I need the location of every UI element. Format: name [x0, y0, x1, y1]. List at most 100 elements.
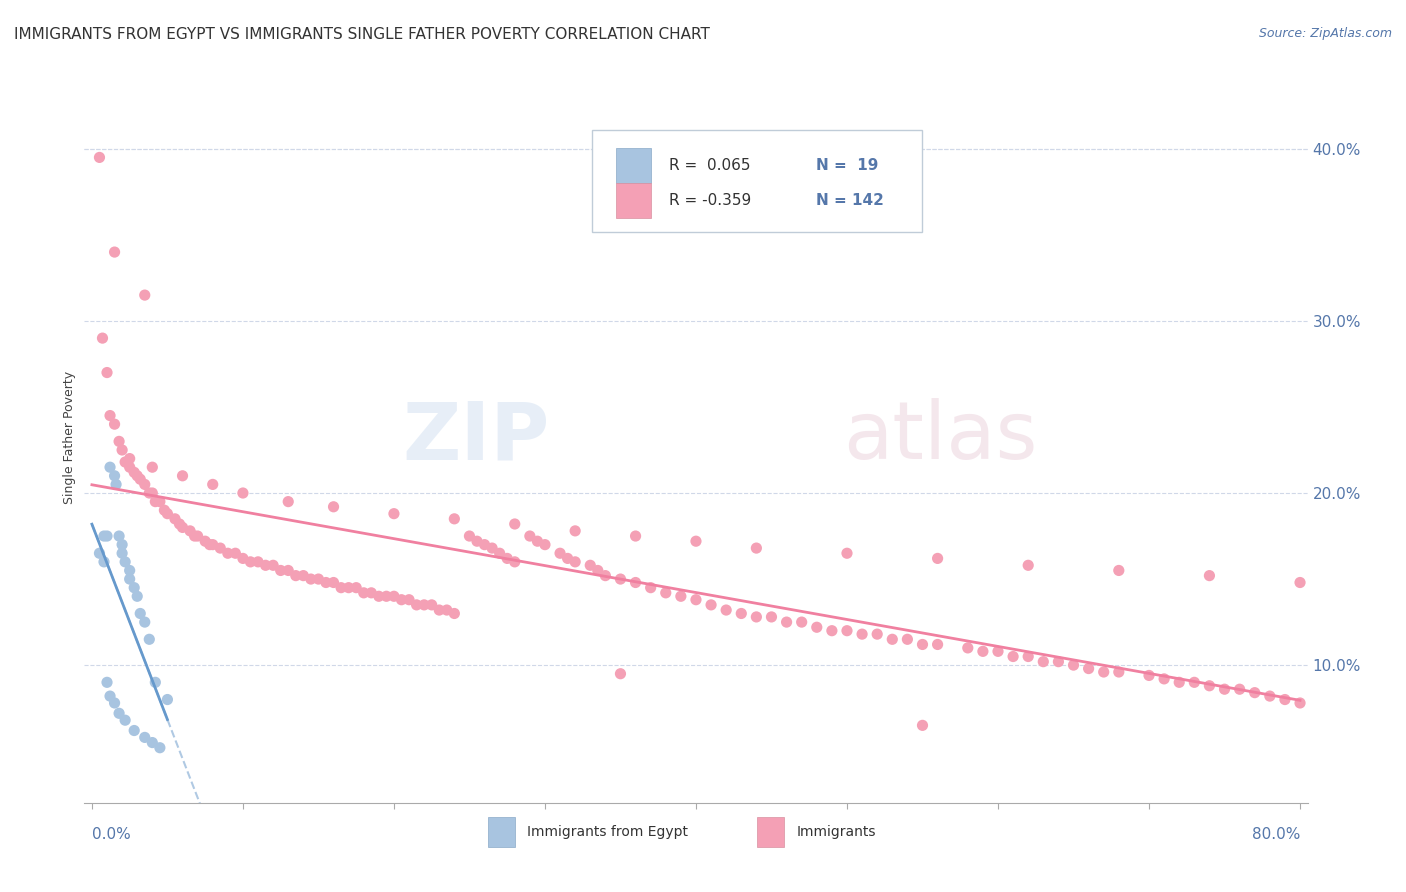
Text: N = 142: N = 142: [815, 193, 884, 208]
Point: [987, 644, 1010, 658]
Point: [96, 529, 118, 543]
Point: [503, 516, 526, 531]
Point: [481, 541, 503, 555]
Point: [153, 503, 176, 517]
Point: [427, 603, 450, 617]
Point: [564, 555, 586, 569]
Point: [1047, 655, 1070, 669]
Point: [465, 534, 488, 549]
Point: [420, 598, 443, 612]
Text: Source: ZipAtlas.com: Source: ZipAtlas.com: [1258, 27, 1392, 40]
Point: [1108, 564, 1130, 578]
Point: [745, 610, 768, 624]
Point: [89, 546, 111, 560]
Point: [595, 568, 617, 582]
Point: [337, 581, 360, 595]
Point: [96, 366, 118, 380]
Point: [98, 409, 121, 423]
Point: [217, 546, 239, 560]
Bar: [616, 183, 651, 218]
Point: [382, 589, 405, 603]
Point: [1092, 665, 1115, 679]
Point: [93, 555, 115, 569]
Point: [307, 572, 329, 586]
Point: [1077, 662, 1099, 676]
Point: [519, 529, 541, 543]
Text: ZIP: ZIP: [402, 398, 550, 476]
Point: [201, 477, 224, 491]
Text: N =  19: N = 19: [815, 158, 879, 173]
Point: [1137, 668, 1160, 682]
Point: [118, 564, 141, 578]
Point: [299, 572, 322, 586]
Y-axis label: Single Father Poverty: Single Father Poverty: [63, 370, 76, 504]
Point: [138, 486, 160, 500]
Point: [114, 455, 136, 469]
Point: [129, 472, 152, 486]
Point: [806, 620, 828, 634]
Point: [108, 529, 131, 543]
Point: [1198, 568, 1220, 582]
Point: [322, 575, 344, 590]
Point: [609, 666, 631, 681]
Point: [700, 598, 723, 612]
Point: [127, 468, 149, 483]
Point: [262, 558, 284, 573]
Point: [292, 568, 315, 582]
Point: [972, 644, 994, 658]
Point: [526, 534, 548, 549]
FancyBboxPatch shape: [592, 130, 922, 232]
Point: [640, 581, 662, 595]
Point: [382, 507, 405, 521]
Point: [254, 558, 277, 573]
Point: [134, 477, 156, 491]
Point: [927, 551, 949, 566]
Point: [1017, 649, 1039, 664]
Point: [586, 564, 609, 578]
Point: [405, 598, 427, 612]
Point: [474, 538, 496, 552]
Point: [91, 331, 114, 345]
Point: [564, 524, 586, 538]
Point: [114, 713, 136, 727]
Point: [201, 538, 224, 552]
Point: [375, 589, 398, 603]
Point: [247, 555, 270, 569]
Point: [882, 632, 904, 647]
Point: [138, 632, 160, 647]
Point: [413, 598, 436, 612]
Point: [609, 572, 631, 586]
Point: [835, 624, 858, 638]
Point: [270, 564, 292, 578]
Point: [277, 494, 299, 508]
Point: [96, 675, 118, 690]
Point: [443, 512, 465, 526]
Point: [187, 529, 209, 543]
Text: IMMIGRANTS FROM EGYPT VS IMMIGRANTS SINGLE FATHER POVERTY CORRELATION CHART: IMMIGRANTS FROM EGYPT VS IMMIGRANTS SING…: [14, 27, 710, 42]
Point: [1258, 689, 1281, 703]
Point: [118, 451, 141, 466]
Point: [232, 486, 254, 500]
Point: [1198, 679, 1220, 693]
Point: [143, 494, 166, 508]
Point: [896, 632, 918, 647]
Text: Immigrants from Egypt: Immigrants from Egypt: [527, 825, 688, 839]
Point: [122, 723, 145, 738]
Text: 0.0%: 0.0%: [91, 827, 131, 842]
Point: [103, 245, 125, 260]
Point: [624, 575, 647, 590]
Point: [685, 534, 707, 549]
Point: [866, 627, 889, 641]
Point: [548, 546, 571, 560]
Point: [956, 640, 979, 655]
Point: [122, 466, 145, 480]
Point: [669, 589, 692, 603]
Point: [98, 460, 121, 475]
Point: [458, 529, 481, 543]
Point: [821, 624, 844, 638]
Point: [927, 637, 949, 651]
Text: atlas: atlas: [842, 398, 1038, 476]
Point: [103, 696, 125, 710]
Bar: [616, 148, 651, 183]
Point: [398, 592, 420, 607]
